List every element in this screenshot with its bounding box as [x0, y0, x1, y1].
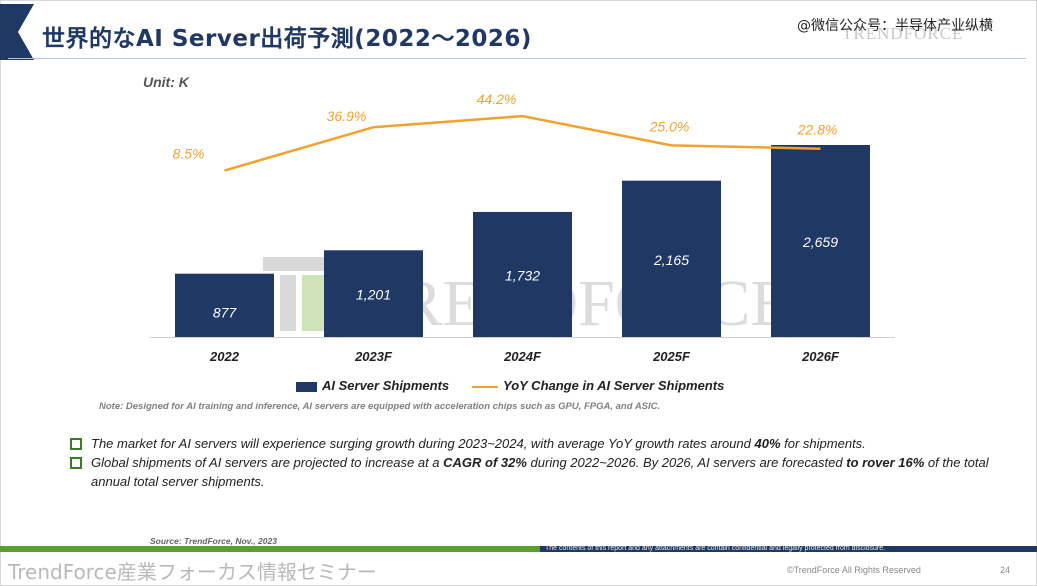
- x-tick-label: 2022: [209, 349, 240, 364]
- bar-value-label: 2,659: [802, 234, 838, 250]
- legend-swatch-line: [472, 386, 498, 388]
- bar: [175, 273, 274, 337]
- yoy-value-label: 25.0%: [649, 118, 690, 134]
- bullet-list: The market for AI servers will experienc…: [70, 434, 1010, 491]
- bullet-2-text-c: of the total annual total server shipmen…: [91, 455, 989, 489]
- title-divider: [8, 58, 1026, 59]
- unit-label: Unit: K: [143, 74, 189, 90]
- footer-bar-green: [0, 546, 540, 552]
- x-tick-label: 2023F: [354, 349, 393, 364]
- legend-label-shipments: AI Server Shipments: [322, 378, 450, 393]
- yoy-value-label: 22.8%: [797, 122, 838, 138]
- brand-logo: TRENDFORCE: [842, 24, 964, 43]
- footer-seminar-title: TrendForce産業フォーカス情報セミナー: [8, 560, 377, 584]
- source-note: Source: TrendForce, Nov., 2023: [150, 536, 277, 546]
- yoy-value-label: 8.5%: [173, 146, 205, 162]
- bar: [771, 145, 870, 337]
- bullet-square-icon: [70, 457, 82, 469]
- footer-disclaimer: The contents of this report and any atta…: [545, 545, 886, 552]
- bullet-1-text-b: for shipments.: [780, 436, 866, 451]
- yoy-value-label: 36.9%: [327, 108, 367, 124]
- bullet-1-text-a: The market for AI servers will experienc…: [91, 436, 755, 451]
- title-accent-icon: [0, 4, 34, 60]
- bar-value-label: 1,201: [356, 287, 391, 303]
- bar: [622, 180, 721, 337]
- bullet-2-bold-a: CAGR of 32%: [443, 455, 527, 470]
- x-tick-label: 2025F: [652, 349, 691, 364]
- bar-value-label: 2,165: [653, 252, 689, 268]
- legend-label-yoy: YoY Change in AI Server Shipments: [503, 378, 725, 393]
- footer-bar-navy: [540, 546, 1037, 552]
- bullet-item: Global shipments of AI servers are proje…: [70, 453, 1010, 491]
- bullet-square-icon: [70, 438, 82, 450]
- bar: [324, 250, 423, 337]
- slide-title: 世界的なAI Server出荷予測(2022～2026): [42, 26, 532, 52]
- x-tick-label: 2024F: [503, 349, 542, 364]
- page-number: 24: [1000, 565, 1011, 575]
- yoy-value-label: 44.2%: [477, 91, 517, 107]
- x-tick-label: 2026F: [801, 349, 840, 364]
- footer-copyright: ©TrendForce All Rights Reserved: [787, 565, 921, 575]
- bullet-item: The market for AI servers will experienc…: [70, 434, 1010, 453]
- bullet-2-bold-b: to rover 16%: [846, 455, 925, 470]
- bar-value-label: 1,732: [505, 267, 540, 283]
- social-watermark: @微信公众号：半导体产业纵横: [797, 18, 993, 34]
- bar: [473, 211, 572, 337]
- bullet-2-text-a: Global shipments of AI servers are proje…: [91, 455, 444, 470]
- footer-bar: [0, 546, 1037, 552]
- bullet-1-bold-a: 40%: [754, 436, 781, 451]
- yoy-line: [224, 114, 821, 172]
- chart-note: Note: Designed for AI training and infer…: [99, 401, 661, 412]
- bar-value-label: 877: [213, 304, 238, 320]
- legend-swatch-bar: [296, 382, 317, 392]
- bullet-2-text-b: during 2022~2026. By 2026, AI servers ar…: [526, 455, 847, 470]
